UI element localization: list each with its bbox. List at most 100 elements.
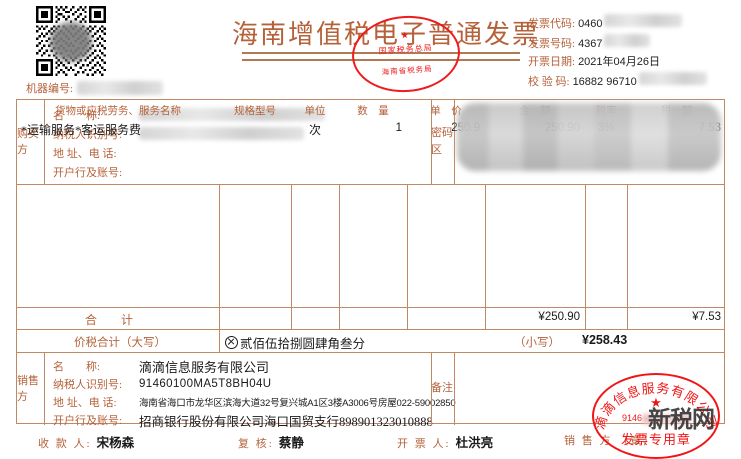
totals-amount-value: ¥250.90	[538, 311, 580, 323]
cipher-zone-tag-text: 密码区	[431, 127, 453, 156]
issue-date-row: 开票日期: 2021年04月26日	[528, 53, 738, 72]
machine-number-label: 机器编号:	[26, 83, 74, 95]
grand-total-label: 价税合计（大写）	[74, 337, 166, 349]
cipher-zone-redaction	[457, 103, 721, 171]
cipher-zone-tag: 密码区	[431, 100, 453, 184]
invoice-number-label: 发票号码:	[528, 37, 576, 50]
buyer-taxid-row: 纳税人识别号:	[53, 124, 724, 143]
col-divider-quantity	[339, 184, 340, 307]
circle-x-icon	[225, 336, 238, 349]
reviewer-value: 蔡静	[278, 436, 304, 450]
totals-divider-unit-price	[407, 307, 408, 329]
buyer-address-row: 地 址、电 话:	[53, 143, 724, 162]
totals-divider-unit	[291, 307, 292, 329]
check-code-row: 校 验 码: 16882 96710	[528, 71, 738, 92]
buyer-tag-text: 购买方	[17, 128, 39, 156]
buyer-section-tag: 购买方	[17, 100, 45, 184]
machine-number-row: 机器编号:	[26, 80, 164, 96]
items-totals-divider	[17, 307, 724, 308]
col-header-unit: 单位	[304, 106, 326, 117]
grand-total-words: 贰佰伍拾捌圆肆角叁分	[225, 333, 365, 352]
drawer-label: 开 票 人:	[397, 438, 451, 450]
seller-stamp-field: 销 售 方 （章）	[564, 432, 661, 448]
seller-tag-text: 销售方	[17, 374, 39, 403]
drawer-field: 开 票 人: 杜洪亮	[397, 432, 493, 451]
totals-divider-quantity	[339, 307, 340, 329]
seller-bank-value: 招商银行股份有限公司海口国贸支行898901323010888	[139, 414, 433, 429]
seller-section: 销售方 名 称: 滴滴信息服务有限公司 纳税人识别号: 91460100MA5T…	[17, 352, 724, 429]
buyer-table-divider	[17, 184, 724, 185]
invoice-code-value: 0460	[578, 18, 603, 30]
cipher-zone-inner-divider	[454, 100, 455, 184]
payee-label: 收 款 人:	[38, 438, 92, 450]
item-name-cell: *运输服务*客运服务费	[21, 123, 142, 137]
buyer-name-label: 名 称:	[53, 109, 101, 122]
col-divider-unit-price	[407, 184, 408, 307]
drawer-value: 杜洪亮	[455, 436, 494, 450]
remarks-inner-divider	[454, 352, 455, 425]
buyer-name-redaction	[139, 108, 325, 121]
col-divider-unit	[291, 184, 292, 307]
col-divider-spec	[219, 184, 220, 307]
reviewer-field: 复 核: 蔡静	[238, 432, 304, 451]
invoice-body-frame: 购买方 名 称: 纳税人识别号: 地 址、电 话: 开户行及账号: 密码区	[16, 99, 725, 429]
check-code-value: 16882 96710	[572, 75, 637, 88]
title-double-rule	[242, 52, 520, 61]
grand-total-numeric-label: （小写）	[514, 337, 560, 349]
seller-name-label: 名 称:	[53, 361, 101, 373]
invoice-header-meta: 发票代码: 0460 发票号码: 4367 开票日期: 2021年04月26日 …	[528, 14, 738, 91]
buyer-name-row: 名 称:	[53, 105, 724, 124]
totals-divider-tax-amount	[627, 307, 628, 329]
seller-address-row: 地 址、电 话: 海南省海口市龙华区滨海大道32号复兴城A1区3楼A3006号房…	[53, 393, 724, 411]
buyer-section: 购买方 名 称: 纳税人识别号: 地 址、电 话: 开户行及账号:	[17, 100, 724, 184]
grandtotal-seller-divider	[17, 352, 724, 353]
cipher-zone-left-divider	[431, 100, 432, 184]
remarks-tag: 备注	[431, 352, 453, 425]
qr-code	[36, 6, 106, 76]
seller-section-tag: 销售方	[17, 352, 45, 425]
seller-fields: 名 称: 滴滴信息服务有限公司 纳税人识别号: 91460100MA5T8BH0…	[45, 352, 724, 429]
invoice-code-label: 发票代码:	[528, 18, 576, 30]
qr-code-image	[36, 6, 106, 76]
check-code-label: 校 验 码:	[528, 75, 570, 88]
issue-date-value: 2021年04月26日	[578, 56, 661, 68]
totals-divider-amount	[485, 307, 486, 329]
seller-address-value: 海南省海口市龙华区滨海大道32号复兴城A1区3楼A3006号房屋022-5900…	[139, 398, 456, 409]
seller-taxid-value: 91460100MA5T8BH04U	[139, 378, 272, 390]
grand-total-numeric-value: ¥258.43	[582, 333, 628, 347]
seller-name-row: 名 称: 滴滴信息服务有限公司	[53, 357, 724, 375]
totals-label: 合 计	[85, 313, 140, 327]
invoice-number-redaction	[603, 33, 650, 47]
buyer-taxid-redaction	[139, 127, 304, 140]
seller-address-label: 地 址、电 话:	[53, 397, 117, 409]
machine-number-redaction	[77, 81, 164, 95]
invoice-number-row: 发票号码: 4367	[528, 33, 738, 54]
totals-divider-spec	[219, 307, 220, 329]
grand-total-words-text: 贰佰伍拾捌圆肆角叁分	[240, 337, 366, 351]
totals-divider-tax-rate	[585, 307, 586, 329]
remarks-left-divider	[431, 352, 432, 425]
invoice-code-redaction	[603, 14, 682, 27]
seller-bank-label: 开户行及账号:	[53, 415, 123, 427]
seal-province-line: 海南省税务局	[381, 64, 433, 77]
payee-value: 宋杨森	[96, 436, 135, 450]
buyer-bank-label: 开户行及账号:	[53, 166, 123, 179]
grandtotal-divider	[219, 329, 220, 352]
item-quantity-cell: 1	[395, 122, 402, 134]
buyer-bank-row: 开户行及账号:	[53, 162, 724, 181]
site-watermark: 新税网	[648, 406, 715, 432]
buyer-address-label: 地 址、电 话:	[53, 147, 117, 160]
reviewer-label: 复 核:	[238, 438, 274, 450]
totals-tax-amount-value: ¥7.53	[692, 311, 721, 323]
col-header-spec: 规格型号	[234, 106, 276, 117]
buyer-taxid-label: 纳税人识别号:	[53, 128, 123, 141]
col-divider-amount	[485, 184, 486, 307]
col-header-unit-price: 单 价	[430, 106, 462, 117]
seller-name-value: 滴滴信息服务有限公司	[139, 359, 270, 375]
seller-stamp-label: 销 售 方 （章）	[564, 435, 657, 447]
buyer-fields: 名 称: 纳税人识别号: 地 址、电 话: 开户行及账号:	[45, 100, 724, 184]
invoice-number-value: 4367	[578, 37, 603, 50]
seller-bank-row: 开户行及账号: 招商银行股份有限公司海口国贸支行898901323010888	[53, 411, 724, 429]
qr-code-redaction-overlay	[50, 22, 92, 62]
issue-date-label: 开票日期:	[528, 56, 576, 68]
